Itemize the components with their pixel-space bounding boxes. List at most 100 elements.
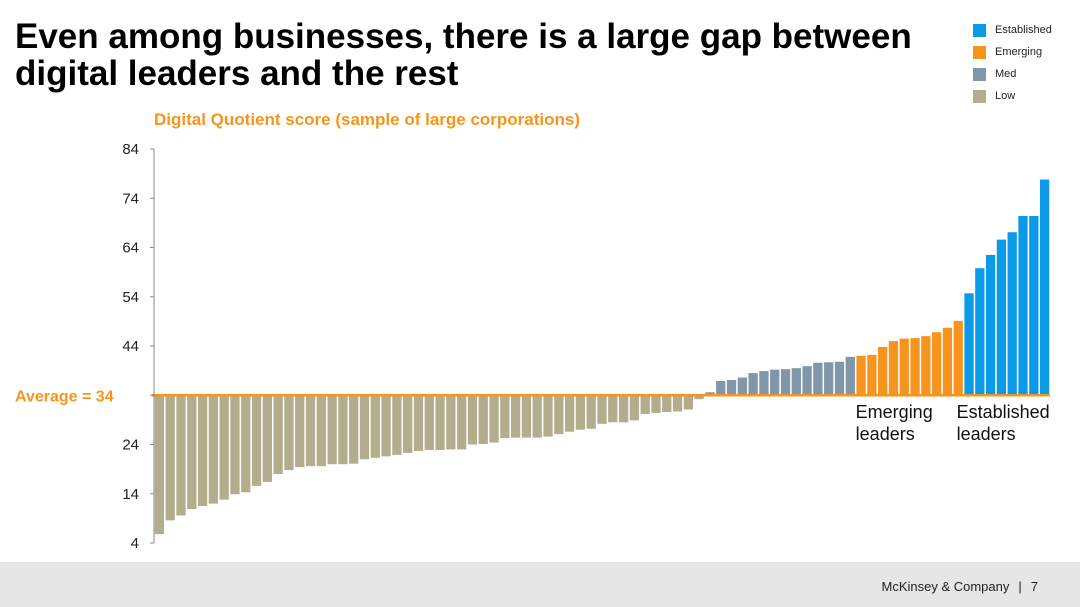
bar-low <box>500 395 510 439</box>
bar-low <box>305 395 316 467</box>
bar-med <box>791 368 801 396</box>
bar-low <box>165 395 175 521</box>
bar-low <box>467 395 478 445</box>
bar-low <box>316 395 326 467</box>
bar-low <box>403 395 413 453</box>
bar-emerging <box>856 355 866 396</box>
emerging-leaders-label-line1: Emerging <box>856 402 933 422</box>
legend-item-med: Med <box>973 63 1052 85</box>
bar-med <box>748 373 758 396</box>
bar-low <box>370 395 380 458</box>
bar-established <box>996 239 1007 396</box>
bar-emerging <box>921 336 931 396</box>
legend-label-med: Med <box>995 68 1017 80</box>
bar-med <box>737 377 747 396</box>
bar-established <box>1029 215 1039 396</box>
bar-established <box>975 268 985 396</box>
bar-med <box>759 371 769 396</box>
y-tick-label: 4 <box>131 535 139 552</box>
established-leaders-label-line1: Established <box>957 402 1050 422</box>
bar-low <box>683 395 693 410</box>
average-label: Average = 34 <box>15 388 114 405</box>
bar-emerging <box>942 327 953 396</box>
bar-emerging <box>867 354 877 396</box>
y-tick-label: 54 <box>122 289 139 306</box>
bar-med <box>780 369 791 396</box>
bar-low <box>197 395 208 507</box>
bar-low <box>554 395 564 435</box>
bar-med <box>834 361 845 396</box>
y-tick-label: 84 <box>122 141 139 158</box>
bar-med <box>813 362 823 396</box>
bar-med <box>705 392 715 396</box>
bar-emerging <box>878 346 888 396</box>
bar-established <box>1039 179 1050 396</box>
bar-low <box>489 395 499 443</box>
bar-low <box>241 395 251 493</box>
bar-low <box>392 395 402 455</box>
emerging-leaders-label: Emerging leaders <box>856 402 933 444</box>
legend-label-emerging: Emerging <box>995 46 1043 58</box>
bar-low <box>381 395 391 457</box>
bar-low <box>349 395 359 464</box>
bar-low <box>694 395 704 400</box>
bar-low <box>575 395 586 430</box>
legend-label-established: Established <box>995 24 1052 36</box>
footer-page-number: 7 <box>1030 579 1038 594</box>
legend-swatch-low <box>973 89 986 103</box>
bar-med <box>726 379 737 396</box>
bar-low <box>457 395 467 450</box>
bar-low <box>608 395 618 423</box>
y-tick-label: 14 <box>122 486 139 503</box>
bar-low <box>338 395 348 465</box>
bar-emerging <box>888 341 899 396</box>
bar-low <box>219 395 229 500</box>
bar-low <box>543 395 553 437</box>
bar-emerging <box>953 320 963 396</box>
bar-low <box>586 395 596 429</box>
page-title: Even among businesses, there is a large … <box>15 17 912 93</box>
bar-established <box>1007 232 1017 396</box>
bar-low <box>521 395 532 438</box>
bar-low <box>176 395 186 516</box>
y-tick-label: 24 <box>122 437 139 454</box>
bar-low <box>511 395 521 438</box>
established-leaders-label: Established leaders <box>957 402 1050 444</box>
bar-low <box>327 395 337 465</box>
bar-med <box>716 380 726 396</box>
y-tick-label: 64 <box>122 240 139 257</box>
bar-med <box>802 366 812 396</box>
bar-emerging <box>899 338 909 396</box>
bar-low <box>284 395 294 471</box>
legend-item-emerging: Emerging <box>973 41 1052 63</box>
bar-chart: 4 14 24 44 54 64 74 84 Average = 34 Emerging le… <box>15 141 1050 552</box>
chart-subtitle: Digital Quotient score (sample of large … <box>154 110 581 129</box>
legend-swatch-med <box>973 67 986 81</box>
bar-low <box>532 395 542 438</box>
bar-low <box>251 395 262 486</box>
bar-med <box>770 369 780 396</box>
bar-low <box>618 395 629 423</box>
bar-emerging <box>932 332 942 396</box>
legend-label-low: Low <box>995 90 1016 102</box>
bar-low <box>597 395 607 424</box>
bar-emerging <box>910 338 920 396</box>
bar-low <box>446 395 456 450</box>
legend-item-low: Low <box>973 85 1052 107</box>
bar-low <box>208 395 219 504</box>
bar-low <box>629 395 640 421</box>
footer-text: McKinsey & Company | 7 <box>881 579 1038 594</box>
bar-low <box>154 395 165 535</box>
footer-bar: McKinsey & Company | 7 <box>0 562 1080 607</box>
bar-low <box>187 395 197 510</box>
established-leaders-label-line2: leaders <box>957 424 1016 444</box>
bar-low <box>295 395 305 468</box>
legend-item-established: Established <box>973 19 1052 41</box>
emerging-leaders-label-line2: leaders <box>856 424 915 444</box>
bar-med <box>824 362 834 396</box>
bar-established <box>1018 215 1028 396</box>
bar-low <box>478 395 488 445</box>
y-axis: 4 14 24 44 54 64 74 84 <box>122 141 155 552</box>
bar-low <box>640 395 650 414</box>
bar-low <box>651 395 661 413</box>
